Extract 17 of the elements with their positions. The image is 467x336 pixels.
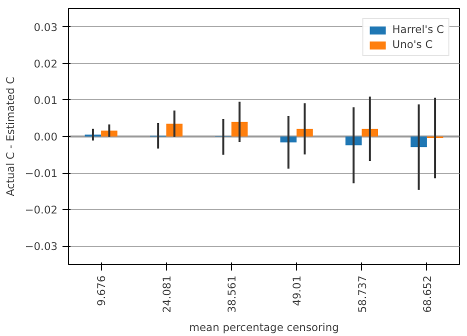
x-tick-label: 38.561 — [225, 275, 238, 313]
y-tick-label: 0.03 — [34, 20, 58, 34]
x-axis-title: mean percentage censoring — [189, 320, 339, 334]
x-tick-label: 24.081 — [160, 275, 174, 313]
legend-label: Harrel's C — [392, 23, 444, 36]
y-tick-label: 0.01 — [34, 94, 58, 107]
y-tick-label: 0.00 — [34, 130, 58, 144]
x-tick-label: 58.737 — [356, 275, 369, 313]
x-tick-label: 9.676 — [95, 275, 108, 306]
y-tick-label: −0.01 — [24, 167, 58, 180]
x-tick-label: 49.01 — [290, 275, 304, 306]
y-tick-label: −0.02 — [24, 204, 58, 217]
y-axis-title: Actual C - Estimated C — [4, 76, 17, 196]
legend-label: Uno's C — [392, 38, 433, 51]
x-tick-label: 68.652 — [420, 275, 434, 313]
y-tick-label: 0.02 — [34, 57, 58, 70]
y-tick-label: −0.03 — [24, 240, 58, 254]
